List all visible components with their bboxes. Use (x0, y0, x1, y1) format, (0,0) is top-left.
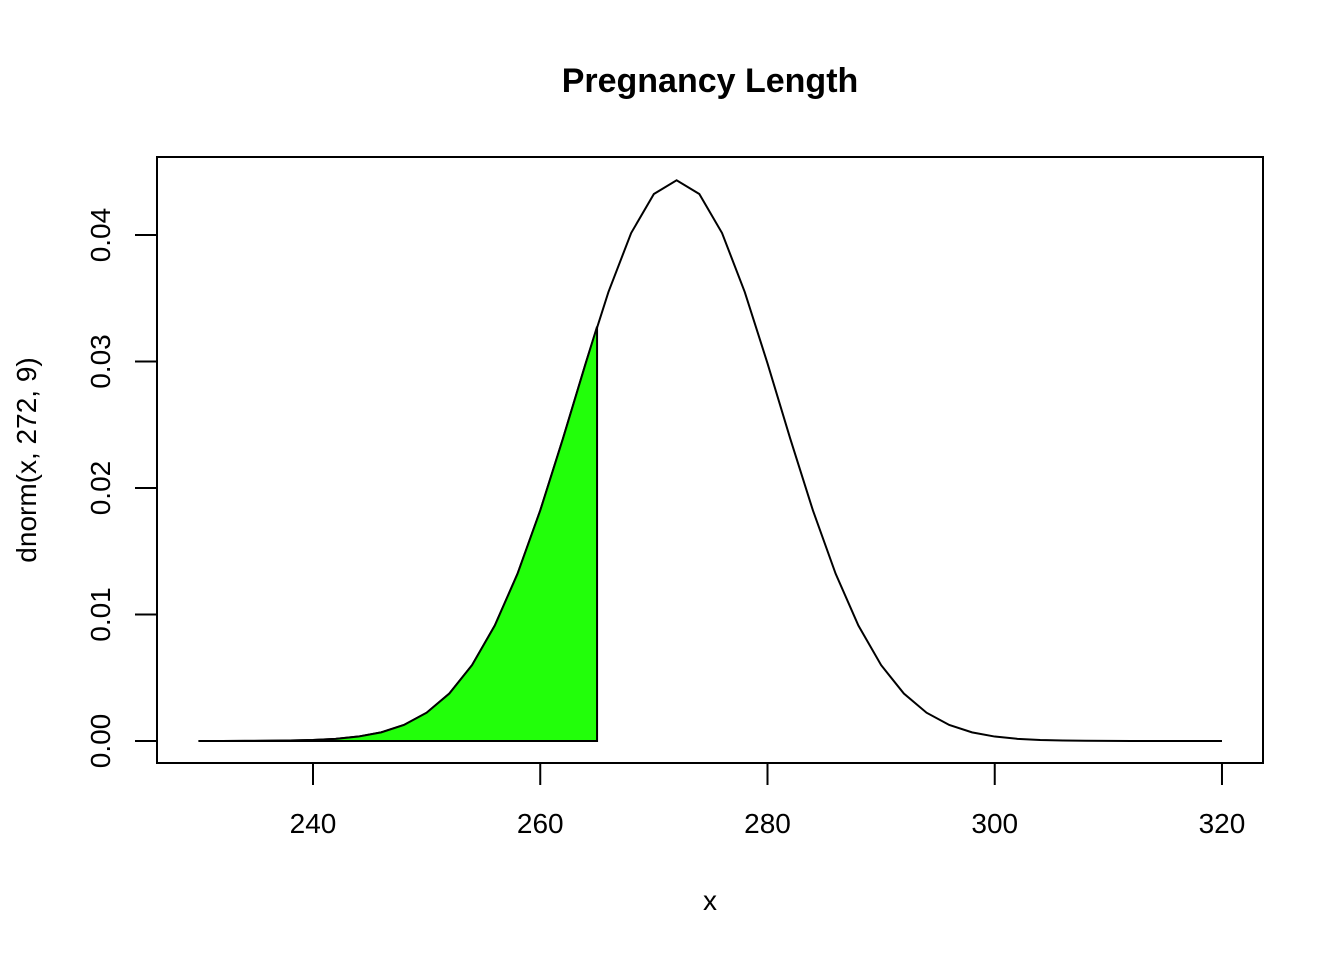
y-axis-label: dnorm(x, 272, 9) (11, 357, 42, 562)
x-tick-label: 300 (971, 808, 1018, 839)
x-tick-label: 260 (517, 808, 564, 839)
y-tick-label: 0.04 (85, 208, 116, 263)
x-tick-label: 280 (744, 808, 791, 839)
chart-title: Pregnancy Length (562, 62, 859, 100)
plot-frame (156, 156, 1264, 764)
y-tick-label: 0.03 (85, 334, 116, 389)
y-tick-label: 0.01 (85, 587, 116, 642)
x-axis-label: x (703, 885, 717, 916)
density-curve (199, 179, 1222, 742)
y-tick-label: 0.02 (85, 461, 116, 516)
y-tick-label: 0.00 (85, 714, 116, 769)
x-tick-label: 240 (290, 808, 337, 839)
x-tick-label: 320 (1199, 808, 1246, 839)
shaded-area (198, 326, 599, 742)
